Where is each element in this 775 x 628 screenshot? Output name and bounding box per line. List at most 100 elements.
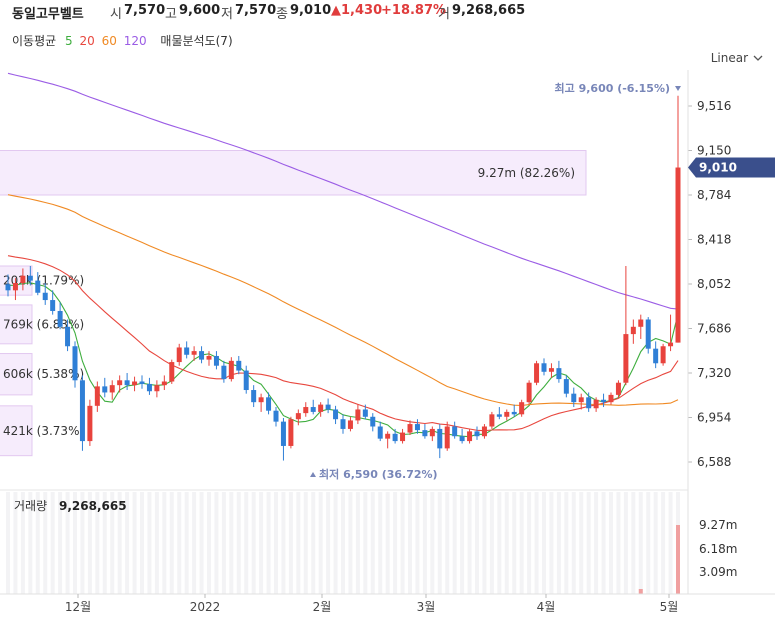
volume-bar-bg [214,492,219,594]
candle-body [109,385,115,393]
candle-body [556,368,562,380]
volume-bar-bg [125,492,130,594]
candle-body [310,407,316,412]
volume-bar-bg [184,492,189,594]
volume-bar-bg [65,492,70,594]
candle-body [42,292,48,301]
volume-bar-bg [35,492,40,594]
volume-bar-bg [653,492,658,594]
candle-body [675,167,681,343]
x-tick-label: 5월 [660,600,679,614]
candle-body [12,283,18,291]
ma-60[interactable]: 60 [101,34,117,48]
volume-bar-bg [50,492,55,594]
candle-body [35,280,41,293]
candle-body [414,424,420,431]
volume-bar-bg [192,492,197,594]
candle-body [184,347,190,355]
candle-body [504,411,510,417]
high-marker: 최고 9,600 (-6.15%) [555,81,670,95]
volume-bar-bg [527,492,532,594]
y-tick-label: 8,418 [697,233,731,247]
volume-profile-box [0,150,587,196]
x-tick-label: 3월 [417,600,436,614]
volume-bar-bg [452,492,457,594]
x-tick-label: 2월 [313,600,332,614]
candle-body [623,334,629,383]
volume-bar-bg [437,492,442,594]
current-price-value: 9,010 [699,161,737,175]
candle-body [452,426,458,437]
volume-bar-bg [534,492,539,594]
volume-bar-bg [177,492,182,594]
scale-selector[interactable]: Linear [711,51,763,65]
volume-bar-bg [117,492,122,594]
ma-120[interactable]: 120 [123,34,147,48]
y-tick-label: 8,052 [697,277,731,291]
candles [5,95,681,461]
volume-bar-bg [110,492,115,594]
candle-body [422,430,428,437]
volume-tick-label: 3.09m [699,565,737,579]
ma-line-120 [7,72,679,310]
volume-label: 거 [438,7,450,22]
ma-line-20 [7,255,679,432]
x-axis: 12월 2022 2월 3월 4월 5월 [0,593,775,614]
volume-bar-bg [661,492,666,594]
volume-bar-bg [571,492,576,594]
candle-body [534,363,540,383]
ma-20[interactable]: 20 [79,34,95,48]
candle-body [481,426,487,437]
scale-label: Linear [710,51,748,65]
volume-bar-bg [281,492,286,594]
candle-body [377,426,383,439]
low-value: 7,570 [235,3,277,18]
candle-body [496,414,502,417]
volume-bar-bg [199,492,204,594]
x-tick-label: 2022 [190,600,221,614]
volume-bar-bg [221,492,226,594]
candle-body [385,433,391,439]
volume-bar-bg [542,492,546,594]
volume-bar-bg [20,492,25,594]
candle-body [593,399,599,409]
candle-body [251,390,257,403]
candle-body [288,419,294,446]
ma-5[interactable]: 5 [65,34,73,48]
y-axis: 9,516 9,150 8,784 8,418 8,052 7,686 7,320 6,954… [687,70,731,594]
volume-pane-value: 9,268,665 [59,499,127,513]
volume-bar-bg [288,492,293,594]
volume-bar-bg [460,492,465,594]
caret-down-icon [675,86,681,91]
volume-bar-bg [415,492,420,594]
ma-line-60 [7,194,679,407]
candle-body [615,382,621,395]
candle-body [489,414,495,427]
candle-body [94,386,100,406]
volume-bar-bg [363,492,368,594]
candle-body [161,381,167,386]
volume-tick-label: 6.18m [699,542,737,556]
volume-bar-bg [13,492,18,594]
volume-bar-bg [311,492,316,594]
candle-body [280,421,286,446]
candle-body [608,394,614,403]
volume-profile-label[interactable]: 매물분석도(7) [160,34,233,48]
chevron-down-icon [753,55,763,61]
candle-body [124,380,130,386]
volume-bar-bg [140,492,144,594]
volume-bar-bg [430,492,435,594]
volume-bar-bg [43,492,48,594]
moving-average-label[interactable]: 이동평균 [12,34,57,48]
candle-body [437,428,443,449]
candle-body [27,275,33,281]
volume-bar-bg [564,492,569,594]
x-tick-label: 12월 [65,600,91,614]
stock-name[interactable]: 동일고무벨트 [12,7,84,22]
volume-profile-box [0,353,33,396]
volume-value: 9,268,665 [452,3,526,18]
volume-bars [6,492,680,594]
candle-body [370,416,376,427]
volume-bar-bg [58,492,63,594]
